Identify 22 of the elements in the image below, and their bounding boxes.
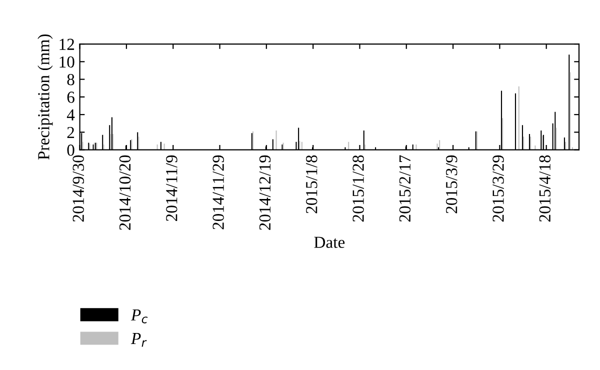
x-tick-label: 2015/2/17 bbox=[399, 155, 411, 222]
x-tick-label: 2014/12/19 bbox=[259, 155, 271, 230]
x-tick-label: 2015/4/18 bbox=[539, 155, 551, 222]
x-tick-label: 2015/1/8 bbox=[306, 155, 318, 214]
x-tick-label: 2014/11/9 bbox=[166, 155, 178, 221]
x-tick-label: 2015/3/9 bbox=[446, 155, 458, 214]
y-tick-label: 10 bbox=[60, 56, 74, 68]
y-tick-label: 2 bbox=[67, 126, 74, 138]
x-tick-label: 2014/11/29 bbox=[212, 155, 224, 230]
y-tick-label: 12 bbox=[60, 38, 74, 50]
x-axis-title: Date bbox=[314, 236, 345, 248]
x-tick-label: 2014/10/20 bbox=[119, 155, 131, 230]
legend-label: P$_{c}$ bbox=[130, 310, 148, 324]
x-tick-label: 2015/1/28 bbox=[352, 155, 364, 222]
y-tick-label: 0 bbox=[67, 144, 74, 156]
y-tick-label: 4 bbox=[66, 109, 75, 120]
y-tick-label: 6 bbox=[67, 92, 74, 103]
x-tick-label: 2015/3/29 bbox=[492, 155, 504, 222]
y-axis-title: Precipitation (mm) bbox=[38, 34, 53, 160]
legend-label: P$_{r}$ bbox=[130, 333, 147, 347]
x-tick-label: 2014/9/30 bbox=[72, 155, 84, 222]
y-tick-label: 8 bbox=[67, 74, 74, 86]
